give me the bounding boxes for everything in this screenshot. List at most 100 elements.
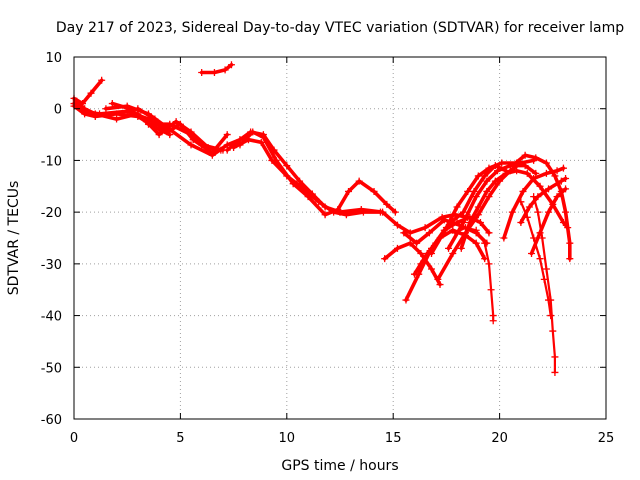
data-point-marker: [530, 175, 538, 183]
data-point-marker: [508, 208, 516, 216]
data-point-marker: [223, 146, 231, 154]
x-tick-label: 15: [385, 431, 402, 446]
x-axis-title: GPS time / hours: [281, 458, 398, 474]
series-track-24: [517, 175, 570, 226]
data-point-marker: [155, 131, 163, 139]
data-point-marker: [472, 193, 480, 201]
data-point-marker: [321, 211, 329, 219]
x-tick-label: 5: [176, 431, 184, 446]
series-track-8: [198, 61, 235, 77]
data-point-marker: [304, 193, 312, 201]
data-point-marker: [553, 193, 561, 201]
y-tick-label: 0: [54, 103, 62, 118]
axis-ticks: [73, 56, 607, 420]
data-point-marker: [315, 198, 323, 206]
data-point-marker: [402, 296, 410, 304]
data-point-marker: [393, 221, 401, 229]
data-point-marker: [538, 234, 546, 242]
series-line: [199, 63, 234, 75]
data-point-marker: [532, 169, 540, 177]
data-point-marker: [540, 275, 548, 283]
series-track-10: [230, 136, 384, 219]
data-point-marker: [451, 229, 459, 237]
data-point-marker: [383, 200, 391, 208]
series-line: [72, 78, 104, 106]
data-point-marker: [151, 115, 159, 123]
y-axis-tick-labels: 10 0 -10 -20 -30 -40 -50 -60: [41, 51, 62, 428]
y-tick-label: -10: [41, 154, 62, 169]
data-point-marker: [406, 229, 414, 237]
series-track-6: [108, 100, 225, 154]
data-point-marker: [421, 224, 429, 232]
series-line: [110, 101, 223, 152]
data-point-marker: [428, 265, 436, 273]
data-point-marker: [391, 208, 399, 216]
chart-title: Day 217 of 2023, Sidereal Day-to-day VTE…: [56, 20, 624, 36]
data-point-marker: [551, 368, 559, 376]
data-point-marker: [466, 218, 474, 226]
series-track-25: [528, 185, 570, 258]
data-point-marker: [436, 281, 444, 289]
data-point-marker: [283, 162, 291, 170]
series-line: [532, 195, 557, 374]
data-point-marker: [406, 239, 414, 247]
data-point-marker: [532, 154, 540, 162]
data-point-marker: [476, 218, 484, 226]
data-point-marker: [457, 244, 465, 252]
data-point-marker: [272, 156, 280, 164]
data-point-marker: [545, 208, 553, 216]
y-tick-label: -60: [41, 413, 62, 428]
data-point-marker: [125, 105, 133, 113]
data-point-marker: [542, 159, 550, 167]
data-series: [70, 61, 574, 376]
data-point-marker: [336, 208, 344, 216]
data-point-marker: [493, 167, 501, 175]
data-point-marker: [545, 185, 553, 193]
data-point-marker: [525, 203, 533, 211]
data-point-marker: [562, 185, 570, 193]
data-point-marker: [236, 141, 244, 149]
data-point-marker: [491, 177, 499, 185]
data-point-marker: [459, 208, 467, 216]
x-tick-label: 20: [491, 431, 508, 446]
data-point-marker: [562, 208, 570, 216]
data-point-marker: [536, 255, 544, 263]
data-point-marker: [485, 229, 493, 237]
data-point-marker: [536, 182, 544, 190]
data-point-marker: [227, 61, 235, 69]
data-point-marker: [425, 229, 433, 237]
data-point-marker: [566, 255, 574, 263]
data-point-marker: [528, 250, 536, 258]
data-point-marker: [370, 187, 378, 195]
data-point-marker: [481, 239, 489, 247]
data-point-marker: [500, 234, 508, 242]
data-point-marker: [223, 131, 231, 139]
data-point-marker: [259, 133, 267, 141]
data-point-marker: [549, 327, 557, 335]
data-point-marker: [381, 255, 389, 263]
data-point-marker: [566, 239, 574, 247]
data-point-marker: [530, 234, 538, 242]
series-line: [459, 169, 570, 251]
data-point-marker: [113, 115, 121, 123]
data-point-marker: [413, 239, 421, 247]
data-point-marker: [523, 213, 531, 221]
data-point-marker: [164, 128, 172, 136]
data-point-marker: [521, 151, 529, 159]
data-point-marker: [562, 175, 570, 183]
data-point-marker: [542, 265, 550, 273]
data-point-marker: [400, 229, 408, 237]
data-point-marker: [198, 69, 206, 77]
series-line: [72, 101, 168, 132]
series-track-28: [517, 198, 555, 320]
data-point-marker: [208, 149, 216, 157]
series-track-22: [500, 164, 567, 242]
data-point-marker: [474, 172, 482, 180]
data-point-marker: [230, 144, 238, 151]
data-point-marker: [545, 296, 553, 304]
data-point-marker: [417, 260, 425, 268]
y-tick-label: -20: [41, 206, 62, 221]
data-point-marker: [551, 172, 559, 180]
data-point-marker: [357, 206, 365, 214]
data-point-marker: [508, 162, 516, 170]
